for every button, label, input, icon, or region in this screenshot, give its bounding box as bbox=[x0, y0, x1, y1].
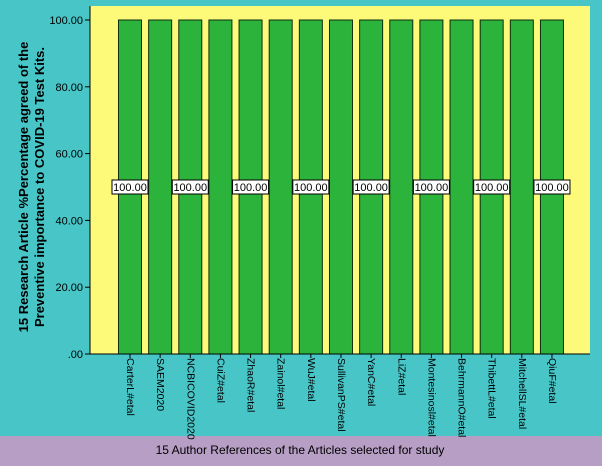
data-label-box-9 bbox=[352, 179, 390, 195]
data-label-1: 100.00 bbox=[111, 179, 149, 195]
data-label-text-11: 100.00 bbox=[415, 182, 449, 194]
x-tick-label-12: BehrmannO#etal bbox=[456, 358, 468, 437]
x-tick-label-15: QiuF#etal bbox=[546, 358, 558, 404]
bar-2 bbox=[148, 19, 173, 355]
x-tick-label-1: CarterL#etal bbox=[124, 358, 136, 416]
x-tick-label-11: Montesinosl#etal bbox=[425, 358, 437, 437]
x-axis-label: 15 Author References of the Articles sel… bbox=[156, 443, 445, 457]
x-tick-label-4: CuiZ#etal bbox=[214, 358, 226, 403]
data-label-box-13 bbox=[473, 179, 511, 195]
bar-12 bbox=[449, 19, 474, 355]
data-label-box-11 bbox=[412, 179, 450, 195]
data-label-5: 100.00 bbox=[232, 179, 270, 195]
x-tick-label-14: MitchellSL#etal bbox=[516, 358, 528, 429]
data-label-7: 100.00 bbox=[292, 179, 330, 195]
x-ticks: CarterL#etal SAEM2020 NCBICOVID2020 CuiZ#et… bbox=[124, 354, 558, 440]
y-tick-label-5: 100.00 bbox=[49, 15, 83, 27]
data-label-text-5: 100.00 bbox=[234, 182, 268, 194]
data-label-text-13: 100.00 bbox=[475, 182, 509, 194]
data-label-11: 100.00 bbox=[412, 179, 450, 195]
x-tick-label-13: ThibettL#etal bbox=[486, 358, 498, 419]
y-tick-label-0: .00 bbox=[68, 349, 83, 361]
data-label-box-3 bbox=[171, 179, 209, 195]
bar-8 bbox=[328, 19, 353, 355]
x-tick-label-9: YanC#etal bbox=[365, 358, 377, 406]
data-label-text-3: 100.00 bbox=[173, 182, 207, 194]
data-label-text-7: 100.00 bbox=[294, 182, 328, 194]
x-tick-label-5: ZhaoR#etal bbox=[245, 358, 257, 412]
axes bbox=[89, 6, 590, 355]
y-tick-label-3: 60.00 bbox=[55, 149, 83, 161]
x-tick-label-6: Zainol#etal bbox=[275, 358, 287, 409]
xlabel-band bbox=[0, 436, 602, 466]
bar-6 bbox=[268, 19, 293, 355]
y-tick-label-2: 40.00 bbox=[55, 215, 83, 227]
bar-4 bbox=[208, 19, 233, 355]
bar-10 bbox=[389, 19, 414, 355]
data-label-box-5 bbox=[232, 179, 270, 195]
y-axis-label-line-1: 15 Research Article %Percentage agreed o… bbox=[16, 42, 31, 333]
y-ticks: .00 20.00 40.00 60.00 80.00 100.00 bbox=[49, 15, 90, 361]
data-label-box-7 bbox=[292, 179, 330, 195]
y-tick-label-1: 20.00 bbox=[55, 282, 83, 294]
y-tick-label-4: 80.00 bbox=[55, 82, 83, 94]
x-tick-label-3: NCBICOVID2020 bbox=[184, 358, 196, 440]
data-label-3: 100.00 bbox=[171, 179, 209, 195]
x-tick-label-8: SullivanPS#etal bbox=[335, 358, 347, 432]
data-label-text-1: 100.00 bbox=[113, 182, 147, 194]
data-label-15: 100.00 bbox=[533, 179, 571, 195]
data-labels: 100.00 100.00 100.00 100.00 100.00 100.00 100.… bbox=[111, 179, 571, 195]
x-tick-label-7: WuJ#etal bbox=[305, 358, 317, 402]
data-label-text-9: 100.00 bbox=[354, 182, 388, 194]
data-label-9: 100.00 bbox=[352, 179, 390, 195]
x-tick-label-10: LiZ#etal bbox=[395, 358, 407, 395]
data-label-box-15 bbox=[533, 179, 571, 195]
x-tick-label-2: SAEM2020 bbox=[154, 358, 166, 411]
bar-14 bbox=[509, 19, 534, 355]
data-label-box-1 bbox=[111, 179, 149, 195]
data-label-text-15: 100.00 bbox=[535, 182, 569, 194]
data-label-13: 100.00 bbox=[473, 179, 511, 195]
y-axis-label-line-2: Preventive importance to COVID-19 Test K… bbox=[32, 47, 47, 327]
